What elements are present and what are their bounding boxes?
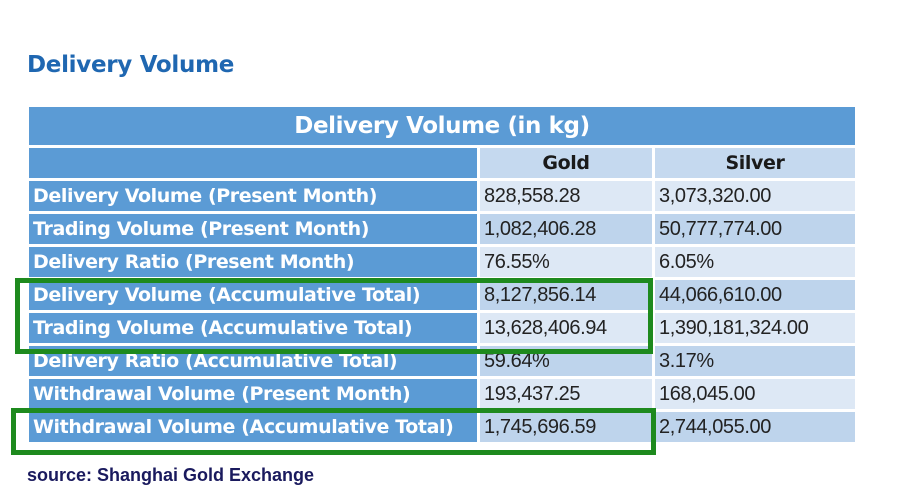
table-row: Delivery Volume (Accumulative Total) 8,12… (29, 280, 855, 310)
row-label: Withdrawal Volume (Accumulative Total) (29, 412, 477, 442)
row-label: Trading Volume (Present Month) (29, 214, 477, 244)
gold-value: 193,437.25 (480, 379, 652, 409)
table-row: Withdrawal Volume (Accumulative Total) 1,… (29, 412, 855, 442)
column-header-gold: Gold (480, 148, 652, 178)
table-caption: Delivery Volume (in kg) (29, 107, 855, 145)
silver-value: 44,066,610.00 (655, 280, 855, 310)
silver-value: 1,390,181,324.00 (655, 313, 855, 343)
silver-value: 168,045.00 (655, 379, 855, 409)
row-label: Trading Volume (Accumulative Total) (29, 313, 477, 343)
gold-value: 8,127,856.14 (480, 280, 652, 310)
delivery-volume-table: Delivery Volume (in kg) Gold Silver Deli… (26, 104, 858, 445)
page-title: Delivery Volume (27, 52, 235, 78)
row-label: Delivery Ratio (Present Month) (29, 247, 477, 277)
gold-value: 828,558.28 (480, 181, 652, 211)
silver-value: 6.05% (655, 247, 855, 277)
gold-value: 1,082,406.28 (480, 214, 652, 244)
gold-value: 13,628,406.94 (480, 313, 652, 343)
row-label: Delivery Ratio (Accumulative Total) (29, 346, 477, 376)
column-header-silver: Silver (655, 148, 855, 178)
table-row: Withdrawal Volume (Present Month) 193,437… (29, 379, 855, 409)
silver-value: 3,073,320.00 (655, 181, 855, 211)
silver-value: 3.17% (655, 346, 855, 376)
table-row: Delivery Ratio (Present Month) 76.55% 6.05… (29, 247, 855, 277)
source-note: source: Shanghai Gold Exchange (27, 465, 315, 485)
row-label: Withdrawal Volume (Present Month) (29, 379, 477, 409)
gold-value: 76.55% (480, 247, 652, 277)
table-row: Delivery Volume (Present Month) 828,558.2… (29, 181, 855, 211)
row-label: Delivery Volume (Present Month) (29, 181, 477, 211)
gold-value: 59.64% (480, 346, 652, 376)
silver-value: 2,744,055.00 (655, 412, 855, 442)
table-row: Trading Volume (Accumulative Total) 13,62… (29, 313, 855, 343)
table-row: Trading Volume (Present Month) 1,082,406.… (29, 214, 855, 244)
table-row: Delivery Ratio (Accumulative Total) 59.64… (29, 346, 855, 376)
header-blank (29, 148, 477, 178)
silver-value: 50,777,774.00 (655, 214, 855, 244)
row-label: Delivery Volume (Accumulative Total) (29, 280, 477, 310)
gold-value: 1,745,696.59 (480, 412, 652, 442)
